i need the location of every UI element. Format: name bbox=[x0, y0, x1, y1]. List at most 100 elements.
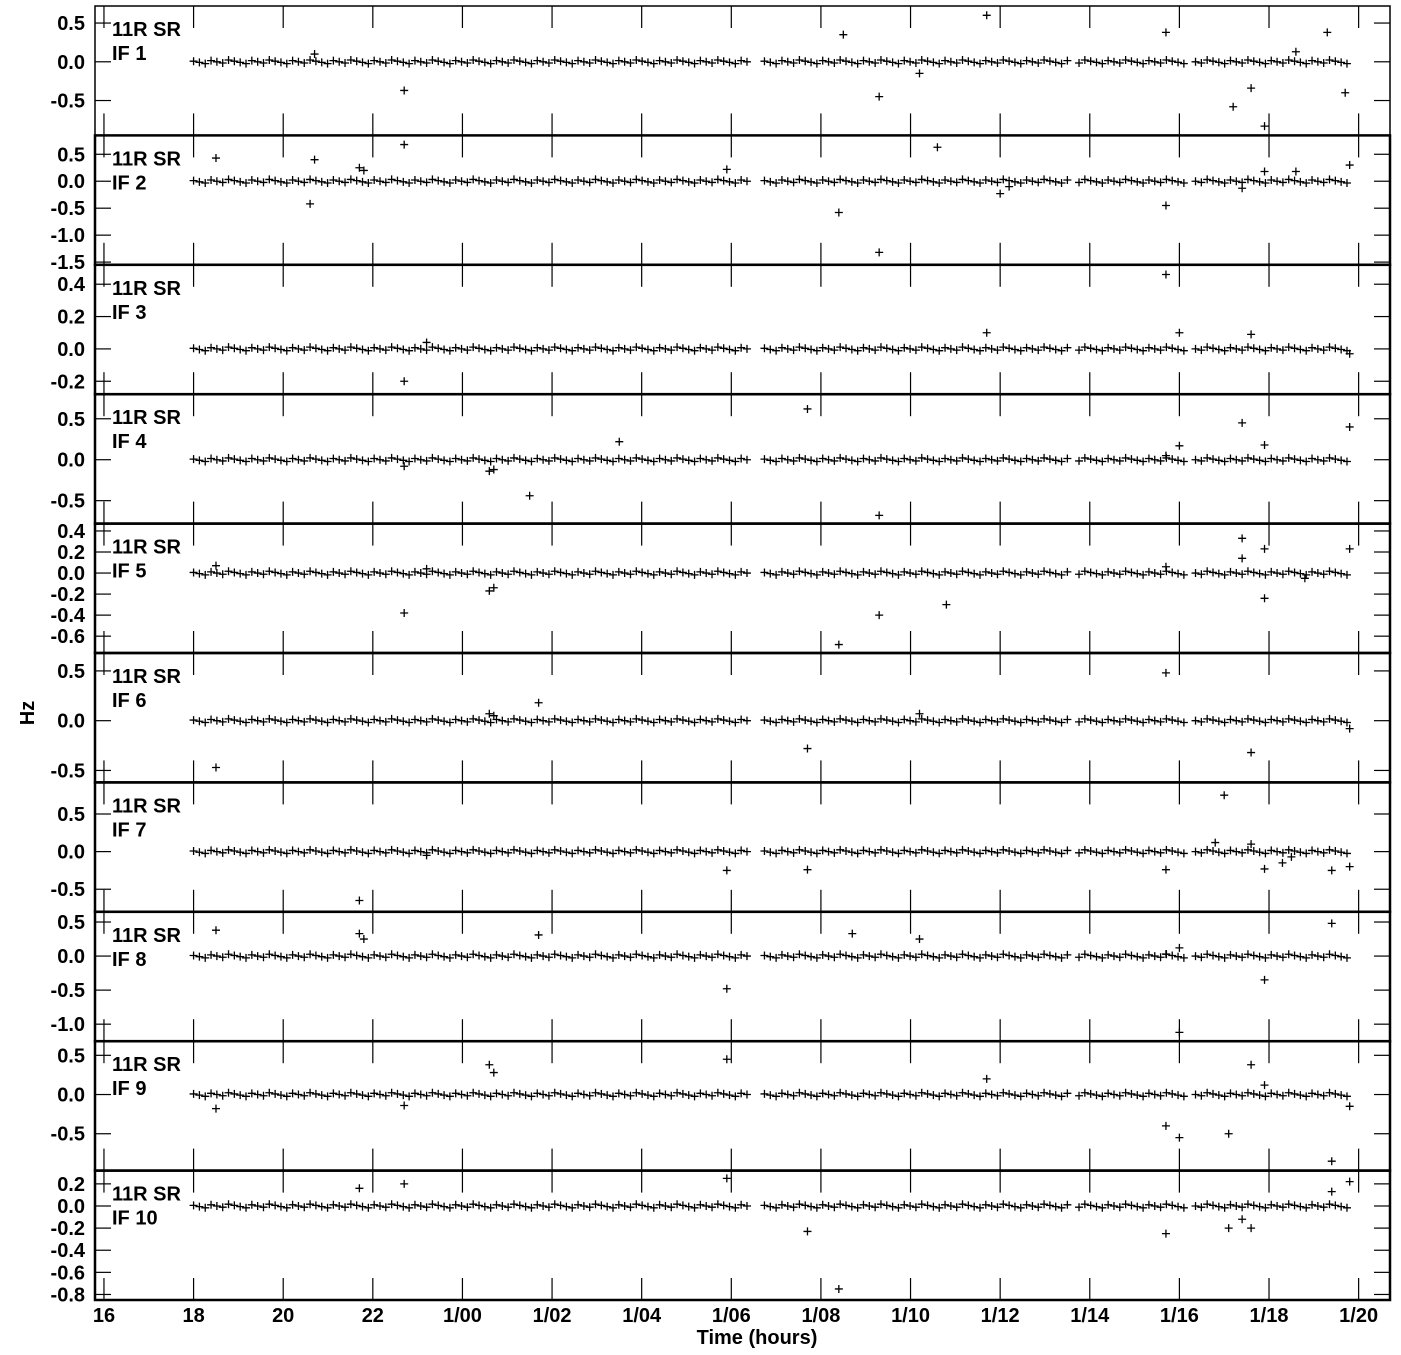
data-point bbox=[839, 30, 848, 39]
data-point bbox=[579, 569, 588, 578]
data-point bbox=[673, 453, 682, 462]
data-point bbox=[469, 950, 478, 959]
data-point bbox=[777, 176, 786, 185]
data-point bbox=[440, 569, 449, 578]
data-point bbox=[1144, 950, 1153, 959]
data-point bbox=[1179, 1092, 1188, 1101]
data-point bbox=[504, 456, 513, 465]
data-point bbox=[1331, 176, 1340, 185]
data-point bbox=[230, 57, 239, 66]
data-point bbox=[834, 1284, 843, 1293]
data-point bbox=[1300, 574, 1309, 583]
data-point bbox=[696, 343, 705, 352]
data-point bbox=[1051, 569, 1060, 578]
data-point bbox=[615, 437, 624, 446]
data-point bbox=[906, 1201, 915, 1210]
data-point bbox=[509, 1088, 518, 1097]
data-point bbox=[661, 952, 670, 961]
data-point bbox=[772, 346, 781, 355]
data-point bbox=[1174, 177, 1183, 186]
data-point bbox=[772, 457, 781, 466]
data-point bbox=[824, 455, 833, 464]
data-point bbox=[1267, 1089, 1276, 1098]
data-point bbox=[1161, 1229, 1170, 1238]
data-point bbox=[626, 346, 635, 355]
data-point bbox=[457, 455, 466, 464]
data-point bbox=[1302, 1203, 1311, 1212]
data-point bbox=[894, 953, 903, 962]
data-point bbox=[1034, 1091, 1043, 1100]
data-point bbox=[579, 455, 588, 464]
y-tick-label: 0.0 bbox=[57, 842, 85, 864]
data-point bbox=[1247, 1060, 1256, 1069]
data-point bbox=[1051, 177, 1060, 186]
data-point bbox=[1313, 455, 1322, 464]
y-tick-label: 0.5 bbox=[57, 804, 85, 826]
y-tick-label: 0.0 bbox=[57, 1085, 85, 1107]
data-point bbox=[900, 567, 909, 576]
data-point bbox=[212, 57, 221, 66]
data-point bbox=[341, 456, 350, 465]
data-point bbox=[1174, 952, 1183, 961]
data-point bbox=[1261, 59, 1270, 68]
data-point bbox=[795, 1200, 804, 1209]
data-point bbox=[632, 950, 641, 959]
data-point bbox=[1168, 847, 1177, 856]
data-point bbox=[638, 455, 647, 464]
data-point bbox=[1086, 176, 1095, 185]
data-point bbox=[294, 716, 303, 725]
data-point bbox=[1098, 953, 1107, 962]
data-point bbox=[941, 1200, 950, 1209]
data-point bbox=[708, 1091, 717, 1100]
data-point bbox=[1057, 570, 1066, 579]
data-point bbox=[1331, 57, 1340, 66]
data-point bbox=[772, 59, 781, 68]
data-point bbox=[352, 455, 361, 464]
data-point bbox=[911, 58, 920, 67]
data-point bbox=[311, 847, 320, 856]
data-point bbox=[1243, 175, 1252, 184]
data-point bbox=[1255, 717, 1264, 726]
data-point bbox=[987, 177, 996, 186]
data-point bbox=[1255, 177, 1264, 186]
data-point bbox=[1034, 848, 1043, 857]
data-point bbox=[987, 344, 996, 353]
data-point bbox=[1109, 847, 1118, 856]
data-point bbox=[381, 953, 390, 962]
data-point bbox=[393, 176, 402, 185]
data-point bbox=[842, 1089, 851, 1098]
data-point bbox=[941, 950, 950, 959]
data-point bbox=[364, 1092, 373, 1101]
data-point bbox=[917, 1200, 926, 1209]
data-point bbox=[876, 714, 885, 723]
data-point bbox=[999, 714, 1008, 723]
data-point bbox=[288, 176, 297, 185]
data-point bbox=[323, 179, 332, 188]
data-point bbox=[1063, 950, 1072, 959]
data-point bbox=[1267, 950, 1276, 959]
data-point bbox=[1010, 177, 1019, 186]
data-point bbox=[1325, 845, 1334, 854]
data-point bbox=[708, 178, 717, 187]
data-point bbox=[836, 950, 845, 959]
data-point bbox=[527, 457, 536, 466]
data-point bbox=[609, 457, 617, 466]
data-point bbox=[865, 177, 874, 186]
data-point bbox=[230, 1201, 239, 1210]
data-point bbox=[935, 457, 944, 466]
data-point bbox=[1261, 346, 1270, 355]
data-point bbox=[708, 848, 717, 857]
data-point bbox=[253, 1090, 262, 1099]
data-point bbox=[224, 950, 233, 959]
data-point bbox=[1203, 175, 1212, 184]
data-point bbox=[1051, 952, 1060, 961]
data-point bbox=[975, 457, 984, 466]
data-point bbox=[801, 176, 810, 185]
data-point bbox=[422, 58, 431, 67]
data-point bbox=[812, 849, 821, 858]
data-point bbox=[993, 1203, 1002, 1212]
data-point bbox=[1296, 717, 1305, 726]
data-point bbox=[1040, 453, 1049, 462]
data-point bbox=[1057, 179, 1066, 188]
data-point bbox=[224, 845, 233, 854]
